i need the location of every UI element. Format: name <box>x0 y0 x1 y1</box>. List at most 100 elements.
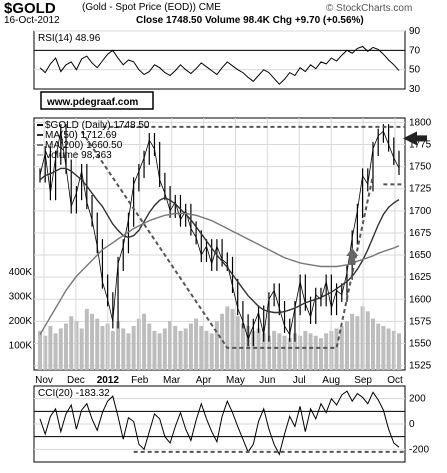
price-tick-label: 1775 <box>409 140 432 151</box>
month-label: Jun <box>259 375 275 386</box>
volume-bar <box>287 338 292 370</box>
price-tick-label: 1675 <box>409 228 432 239</box>
chart-date: 16-Oct-2012 <box>4 15 60 26</box>
legend-entry: $GOLD (Daily) 1748.50 <box>45 120 150 131</box>
volume-bar <box>298 335 303 370</box>
volume-bar <box>225 306 230 370</box>
volume-tick-label: 400K <box>9 267 33 278</box>
cci-line <box>39 390 400 456</box>
volume-bar <box>147 323 152 370</box>
volume-bar <box>116 321 121 370</box>
ma50-line <box>39 167 400 314</box>
month-label: May <box>226 375 245 386</box>
volume-bar <box>324 333 329 370</box>
up-arrow-icon <box>346 247 359 265</box>
volume-bar <box>53 333 58 370</box>
down-arrow-icon <box>403 131 427 146</box>
volume-bar <box>199 326 204 370</box>
volume-bar <box>339 326 344 370</box>
volume-bar <box>308 333 313 370</box>
volume-bar <box>38 330 42 370</box>
volume-bar <box>386 328 391 370</box>
volume-bar <box>266 335 271 370</box>
volume-bar <box>69 316 74 370</box>
price-tick-label: 1550 <box>409 338 432 349</box>
month-label: Oct <box>387 375 403 386</box>
close-label: Close <box>136 15 164 26</box>
volume-tick-label: 100K <box>9 341 33 352</box>
price-tick-label: 1650 <box>409 250 432 261</box>
price-close-line <box>39 130 400 341</box>
volume-bar <box>303 330 308 370</box>
price-tick-label: 1575 <box>409 316 432 327</box>
rsi-tick-label: 70 <box>409 45 421 56</box>
volume-bar <box>365 311 370 370</box>
volume-bar <box>183 328 188 370</box>
volume-bar <box>64 323 69 370</box>
watermark-text: www.pdegraaf.com <box>46 97 138 108</box>
volume-bar <box>235 316 240 370</box>
volume-bar <box>230 308 235 370</box>
volume-bar <box>256 328 261 370</box>
volume-bar <box>58 328 63 370</box>
volume-bar <box>272 330 277 370</box>
watermark-box <box>40 91 154 110</box>
volume-tick-label: 300K <box>9 292 33 303</box>
volume-bar <box>48 326 53 370</box>
volume-value: 98.4K <box>243 15 270 26</box>
cci-tick-label: 200 <box>409 394 426 405</box>
volume-bar <box>251 330 256 370</box>
month-label: Aug <box>322 375 340 386</box>
month-label: Sep <box>354 375 372 386</box>
volume-label: Volume <box>204 15 241 26</box>
price-tick-label: 1625 <box>409 272 432 283</box>
volume-bar <box>391 330 396 370</box>
volume-bar <box>157 333 162 370</box>
rsi-tick-label: 90 <box>409 26 421 37</box>
volume-bar <box>173 326 178 370</box>
volume-bar <box>43 335 48 370</box>
volume-bar <box>178 330 183 370</box>
chg-label: Chg <box>272 15 293 26</box>
ma200-line <box>39 212 400 335</box>
volume-bar <box>194 318 199 370</box>
rsi-panel-frame <box>33 30 406 90</box>
price-tick-label: 1725 <box>409 184 432 195</box>
chg-value: +9.70 (+0.56%) <box>294 15 364 26</box>
cci-tick-label: 0 <box>409 419 415 430</box>
volume-bar <box>152 330 157 370</box>
volume-bar <box>136 318 141 370</box>
price-tick-label: 1800 <box>409 117 432 128</box>
close-value: 1748.50 <box>166 15 203 26</box>
volume-bar <box>292 333 297 370</box>
volume-bar <box>168 321 173 370</box>
volume-bar <box>313 335 318 370</box>
rsi-tick-label: 50 <box>409 65 421 76</box>
month-label: Feb <box>131 375 149 386</box>
volume-bar <box>209 333 214 370</box>
volume-bar <box>79 328 84 370</box>
price-tick-label: 1600 <box>409 294 432 305</box>
price-tick-label: 1750 <box>409 162 432 173</box>
legend-entry: MA(200) 1660.50 <box>45 140 123 151</box>
rsi-tick-label: 30 <box>409 84 421 95</box>
volume-bar <box>188 323 193 370</box>
cci-title: CCI(20) -183.32 <box>38 388 110 399</box>
price-tick-label: 1525 <box>409 361 432 372</box>
volume-bar <box>142 313 147 370</box>
volume-bar <box>360 306 365 370</box>
volume-bar <box>95 318 100 370</box>
stockcharts-brand: © StockCharts.com <box>326 3 413 14</box>
month-label: Mar <box>163 375 181 386</box>
volume-bar <box>355 316 360 370</box>
month-label: 2012 <box>97 375 120 386</box>
cci-tick-label: -200 <box>409 444 429 455</box>
volume-bar <box>381 326 386 370</box>
volume-bar <box>110 330 115 370</box>
volume-bar <box>376 323 381 370</box>
price-tick-label: 1700 <box>409 206 432 217</box>
volume-bar <box>162 328 167 370</box>
rsi-line <box>39 45 400 85</box>
month-label: Jul <box>293 375 306 386</box>
